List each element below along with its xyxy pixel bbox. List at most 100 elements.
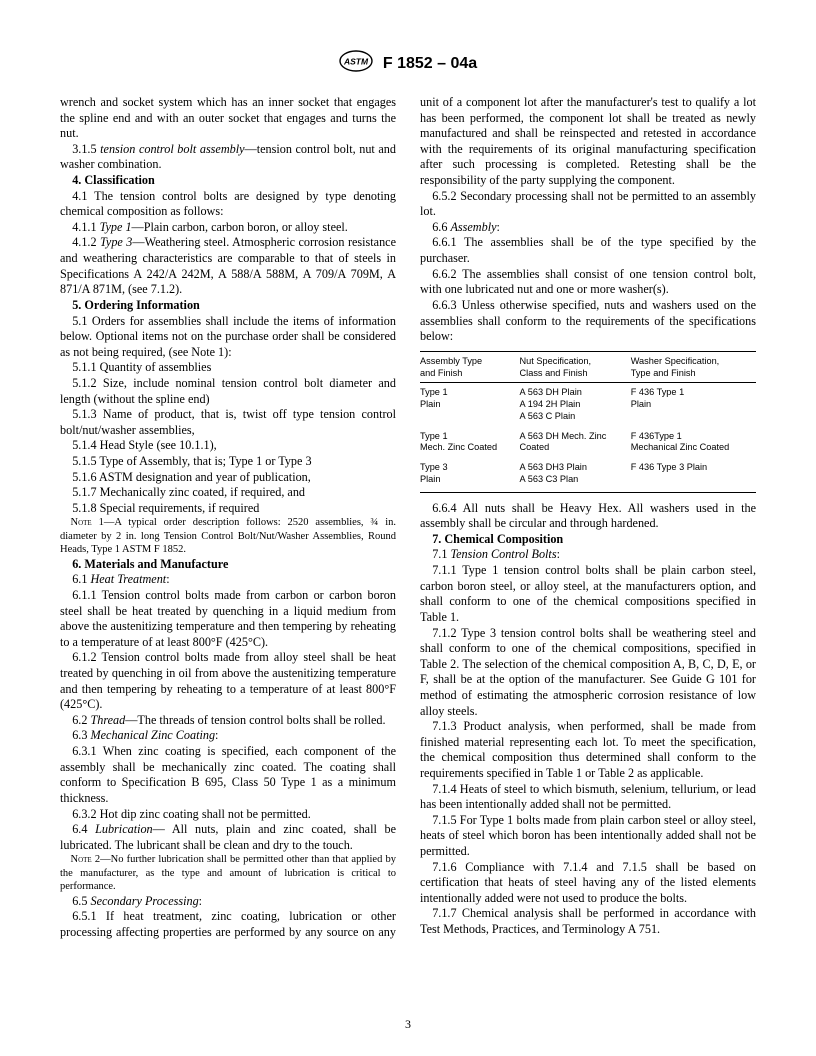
page: ASTM F 1852 – 04a wrench and socket syst… xyxy=(0,0,816,1056)
para-3-1-5: 3.1.5 tension control bolt assembly—tens… xyxy=(60,142,396,173)
term: Heat Treatment xyxy=(90,572,166,586)
para-5-1-4: 5.1.4 Head Style (see 10.1.1), xyxy=(60,438,396,454)
designation: F 1852 – 04a xyxy=(383,55,477,73)
para-6-5-2: 6.5.2 Secondary processing shall not be … xyxy=(420,189,756,220)
cell: A 563 DH Mech. ZincCoated xyxy=(520,427,631,459)
t: Washer Specification, xyxy=(631,356,720,366)
t: Class and Finish xyxy=(520,368,588,378)
para-6-3-2: 6.3.2 Hot dip zinc coating shall not be … xyxy=(60,807,396,823)
note-label: Note 1 xyxy=(71,517,104,528)
para-6-4: 6.4 Lubrication— All nuts, plain and zin… xyxy=(60,822,396,853)
para-4-1: 4.1 The tension control bolts are design… xyxy=(60,189,396,220)
page-header: ASTM F 1852 – 04a xyxy=(60,50,756,77)
t: Nut Specification, xyxy=(520,356,592,366)
th-assembly: Assembly Type and Finish xyxy=(420,351,520,383)
num: 6.4 xyxy=(72,822,95,836)
cell: A 563 DH PlainA 194 2H PlainA 563 C Plai… xyxy=(520,383,631,427)
term: Type 3 xyxy=(100,235,132,249)
num: 6.5 xyxy=(72,894,90,908)
para-5-1-7: 5.1.7 Mechanically zinc coated, if requi… xyxy=(60,485,396,501)
cell: F 436 Type 3 Plain xyxy=(631,458,756,492)
para-4-1-1: 4.1.1 Type 1—Plain carbon, carbon boron,… xyxy=(60,220,396,236)
cell: Type 3Plain xyxy=(420,458,520,492)
para-6-3: 6.3 Mechanical Zinc Coating: xyxy=(60,728,396,744)
table-row: Type 1Plain A 563 DH PlainA 194 2H Plain… xyxy=(420,383,756,427)
para-5-1-8: 5.1.8 Special requirements, if required xyxy=(60,501,396,517)
para-7-1-4: 7.1.4 Heats of steel to which bismuth, s… xyxy=(420,782,756,813)
cell: Type 1Plain xyxy=(420,383,520,427)
term: Assembly xyxy=(450,220,496,234)
num: 3.1.5 xyxy=(72,142,100,156)
para-5-1-3: 5.1.3 Name of product, that is, twist of… xyxy=(60,407,396,438)
para-5-1-2: 5.1.2 Size, include nominal tension cont… xyxy=(60,376,396,407)
t: and Finish xyxy=(420,368,462,378)
rest: —Plain carbon, carbon boron, or alloy st… xyxy=(132,220,348,234)
num: 6.1 xyxy=(72,572,90,586)
spec-table-body: Type 1Plain A 563 DH PlainA 194 2H Plain… xyxy=(420,383,756,492)
term: Type 1 xyxy=(100,220,132,234)
note-1: Note 1—A typical order description follo… xyxy=(60,516,396,556)
t: Note 1 xyxy=(71,517,104,528)
para-6-6: 6.6 Assembly: xyxy=(420,220,756,236)
note-text: —No further lubrication shall be permitt… xyxy=(60,854,396,892)
num: 6.2 xyxy=(72,713,90,727)
astm-logo: ASTM xyxy=(339,50,373,77)
heading-4: 4. Classification xyxy=(60,173,396,189)
para-7-1-6: 7.1.6 Compliance with 7.1.4 and 7.1.5 sh… xyxy=(420,860,756,907)
para-3-cont: wrench and socket system which has an in… xyxy=(60,95,396,142)
para-5-1-6: 5.1.6 ASTM designation and year of publi… xyxy=(60,470,396,486)
num: 6.6 xyxy=(432,220,450,234)
para-6-6-1: 6.6.1 The assemblies shall be of the typ… xyxy=(420,235,756,266)
svg-text:ASTM: ASTM xyxy=(343,57,369,67)
para-6-6-3: 6.6.3 Unless otherwise specified, nuts a… xyxy=(420,298,756,345)
para-6-2: 6.2 Thread—The threads of tension contro… xyxy=(60,713,396,729)
para-6-6-2: 6.6.2 The assemblies shall consist of on… xyxy=(420,267,756,298)
cell: A 563 DH3 PlainA 563 C3 Plan xyxy=(520,458,631,492)
term: Thread xyxy=(90,713,125,727)
para-7-1-1: 7.1.1 Type 1 tension control bolts shall… xyxy=(420,563,756,625)
cell: Type 1Mech. Zinc Coated xyxy=(420,427,520,459)
para-5-1: 5.1 Orders for assemblies shall include … xyxy=(60,314,396,361)
th-nut: Nut Specification, Class and Finish xyxy=(520,351,631,383)
term: Secondary Processing xyxy=(90,894,198,908)
para-7-1-7: 7.1.7 Chemical analysis shall be perform… xyxy=(420,906,756,937)
para-6-3-1: 6.3.1 When zinc coating is specified, ea… xyxy=(60,744,396,806)
para-6-1-2: 6.1.2 Tension control bolts made from al… xyxy=(60,650,396,712)
t: Note 2 xyxy=(71,854,101,865)
para-5-1-5: 5.1.5 Type of Assembly, that is; Type 1 … xyxy=(60,454,396,470)
term: Mechanical Zinc Coating xyxy=(90,728,215,742)
th-washer: Washer Specification, Type and Finish xyxy=(631,351,756,383)
table-row: Type 3Plain A 563 DH3 PlainA 563 C3 Plan… xyxy=(420,458,756,492)
para-6-5: 6.5 Secondary Processing: xyxy=(60,894,396,910)
para-4-1-2: 4.1.2 Type 3—Weathering steel. Atmospher… xyxy=(60,235,396,297)
heading-6: 6. Materials and Manufacture xyxy=(60,557,396,573)
term: Tension Control Bolts xyxy=(450,547,556,561)
para-7-1-3: 7.1.3 Product analysis, when performed, … xyxy=(420,719,756,781)
cell: F 436 Type 1Plain xyxy=(631,383,756,427)
cell: F 436Type 1Mechanical Zinc Coated xyxy=(631,427,756,459)
para-5-1-1: 5.1.1 Quantity of assemblies xyxy=(60,360,396,376)
heading-5: 5. Ordering Information xyxy=(60,298,396,314)
note-2: Note 2—No further lubrication shall be p… xyxy=(60,853,396,893)
para-6-1-1: 6.1.1 Tension control bolts made from ca… xyxy=(60,588,396,650)
t: Type and Finish xyxy=(631,368,696,378)
rest: —The threads of tension control bolts sh… xyxy=(125,713,385,727)
num: 7.1 xyxy=(432,547,450,561)
para-7-1-2: 7.1.2 Type 3 tension control bolts shall… xyxy=(420,626,756,720)
para-7-1: 7.1 Tension Control Bolts: xyxy=(420,547,756,563)
term: tension control bolt assembly xyxy=(100,142,244,156)
para-6-6-4: 6.6.4 All nuts shall be Heavy Hex. All w… xyxy=(420,501,756,532)
t: Assembly Type xyxy=(420,356,482,366)
note-text: —A typical order description follows: 25… xyxy=(60,517,396,555)
note-label: Note 2 xyxy=(71,854,101,865)
page-number: 3 xyxy=(0,1017,816,1032)
para-7-1-5: 7.1.5 For Type 1 bolts made from plain c… xyxy=(420,813,756,860)
spec-table: Assembly Type and Finish Nut Specificatio… xyxy=(420,351,756,493)
num: 4.1.2 xyxy=(72,235,100,249)
body-columns: wrench and socket system which has an in… xyxy=(60,95,756,940)
table-row: Type 1Mech. Zinc Coated A 563 DH Mech. Z… xyxy=(420,427,756,459)
num: 4.1.1 xyxy=(72,220,99,234)
term: Lubrication xyxy=(95,822,153,836)
num: 6.3 xyxy=(72,728,90,742)
para-6-1: 6.1 Heat Treatment: xyxy=(60,572,396,588)
